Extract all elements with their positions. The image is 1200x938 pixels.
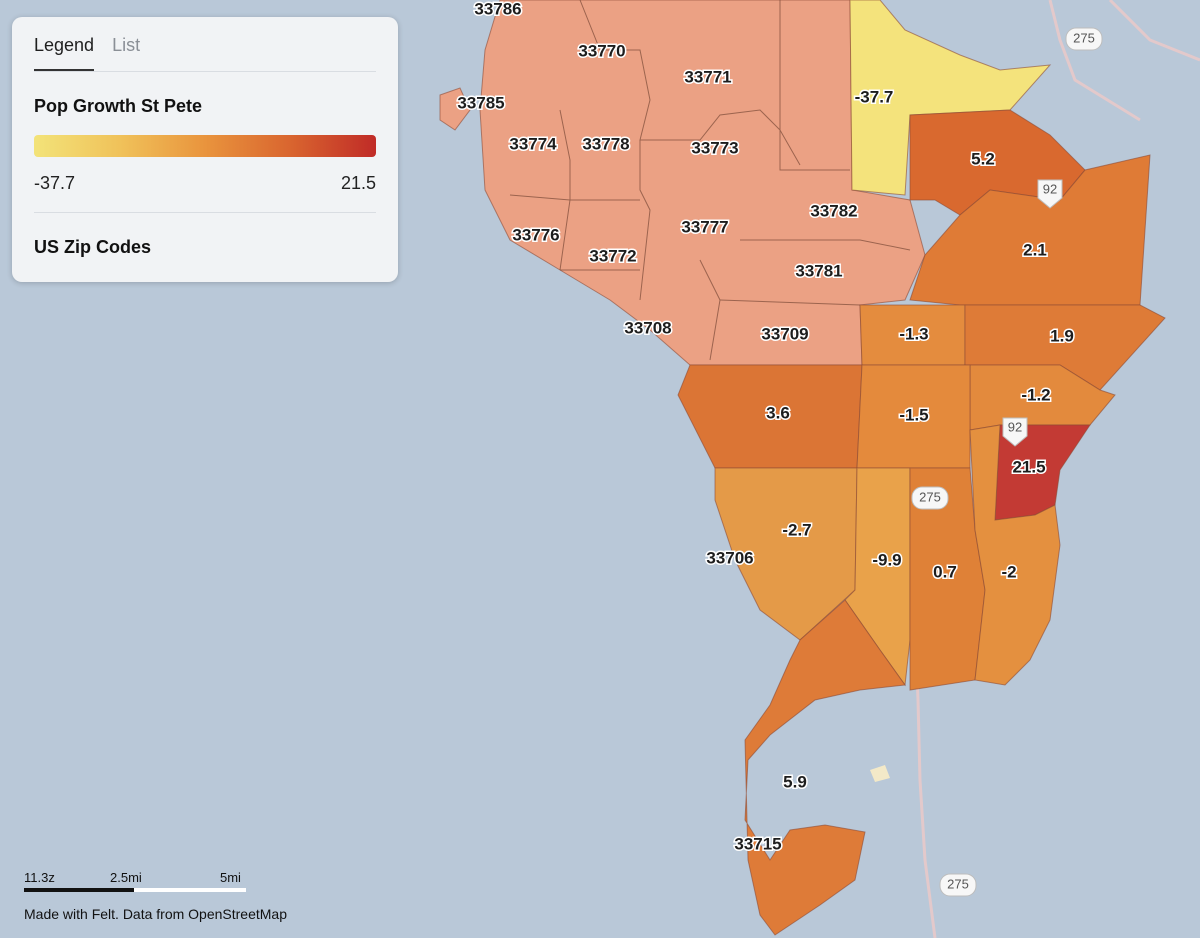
scale-segment-light [134, 888, 246, 892]
zip-label: 33770 [578, 41, 625, 60]
growth-value-label: 21.5 [1012, 457, 1045, 476]
growth-value-label: -2 [1001, 562, 1016, 581]
scale-labels: 11.3z 2.5mi 5mi [24, 870, 246, 886]
shield-label: 92 [1043, 181, 1057, 196]
zip-area-5-9[interactable] [744, 599, 906, 936]
scale-mid-label: 2.5mi [110, 870, 142, 885]
shield-label: 275 [919, 489, 941, 504]
zip-label: 33773 [691, 138, 738, 157]
growth-value-label: 1.9 [1050, 326, 1074, 345]
growth-value-label: -37.7 [855, 87, 894, 106]
growth-value-label: 5.2 [971, 149, 995, 168]
shield-label: 275 [1073, 30, 1095, 45]
island [870, 765, 890, 782]
growth-value-label: -1.2 [1021, 385, 1050, 404]
layer-title-zip-codes[interactable]: US Zip Codes [34, 237, 152, 257]
layer-title[interactable]: Pop Growth St Pete [34, 96, 203, 116]
zip-label: 33778 [582, 134, 629, 153]
growth-value-label: -2.7 [782, 520, 811, 539]
growth-value-label: 2.1 [1023, 240, 1047, 259]
zip-label: 33782 [810, 201, 857, 220]
highway-shield-92: 92 [1037, 179, 1063, 209]
scale-segment-dark [24, 888, 134, 892]
zip-label: 33777 [681, 217, 728, 236]
growth-value-label: -9.9 [872, 550, 901, 569]
legend-tabs: Legend List [34, 17, 376, 72]
zip-area-neg37[interactable] [849, 0, 1052, 196]
highway-shield-275: 275 [911, 486, 949, 510]
zip-label: 33774 [509, 134, 557, 153]
zip-area-neg2[interactable] [969, 424, 1061, 686]
attribution[interactable]: Made with Felt. Data from OpenStreetMap [24, 906, 287, 922]
zip-label: 33772 [589, 246, 636, 265]
growth-value-label: 5.9 [783, 772, 807, 791]
zip-label: 33709 [761, 324, 808, 343]
growth-value-label: -1.3 [899, 324, 928, 343]
scale-end-label: 5mi [220, 870, 241, 885]
zip-label: 33708 [624, 318, 671, 337]
zip-area-2-1[interactable] [909, 154, 1151, 306]
growth-value-label: -1.5 [899, 405, 928, 424]
shield-label: 92 [1008, 419, 1022, 434]
color-gradient-bar [34, 135, 376, 157]
scale-bar: 11.3z 2.5mi 5mi [24, 870, 246, 892]
legend-panel: Legend List Pop Growth St Pete -37.7 21.… [12, 17, 398, 282]
zip-boundaries [509, 0, 911, 361]
zip-polygons [439, 0, 1166, 936]
range-max: 21.5 [340, 173, 376, 193]
zip-label: 33781 [795, 261, 842, 280]
highway-shield-275: 275 [939, 873, 977, 897]
tab-legend[interactable]: Legend [34, 35, 95, 71]
zip-labels: 33786 33770 33771 33785 33774 33778 3377… [456, 0, 859, 855]
zip-label: 33706 [706, 548, 753, 567]
growth-labels: -37.7 5.2 2.1 -1.3 1.9 -1.2 3.6 -1.5 21.… [765, 86, 1076, 793]
growth-value-label: 0.7 [933, 562, 957, 581]
growth-value-label: 3.6 [766, 403, 790, 422]
divider [34, 212, 376, 213]
zip-label: 33715 [734, 834, 781, 853]
zip-label: 33771 [684, 67, 731, 86]
island [439, 87, 471, 131]
zip-label: 33785 [457, 93, 504, 112]
range-min: -37.7 [34, 173, 76, 193]
shield-label: 275 [947, 876, 969, 891]
zip-label: 33786 [474, 0, 521, 18]
highway-shield-275: 275 [1065, 27, 1103, 51]
highway-shields: 275 92 92 275 275 [911, 27, 1103, 897]
tab-list[interactable]: List [112, 35, 141, 55]
gradient-range: -37.7 21.5 [34, 173, 376, 194]
scale-bar-graphic [24, 888, 246, 892]
highway-shield-92: 92 [1002, 417, 1028, 447]
zoom-level: 11.3z [24, 870, 55, 885]
zip-label: 33776 [512, 225, 559, 244]
